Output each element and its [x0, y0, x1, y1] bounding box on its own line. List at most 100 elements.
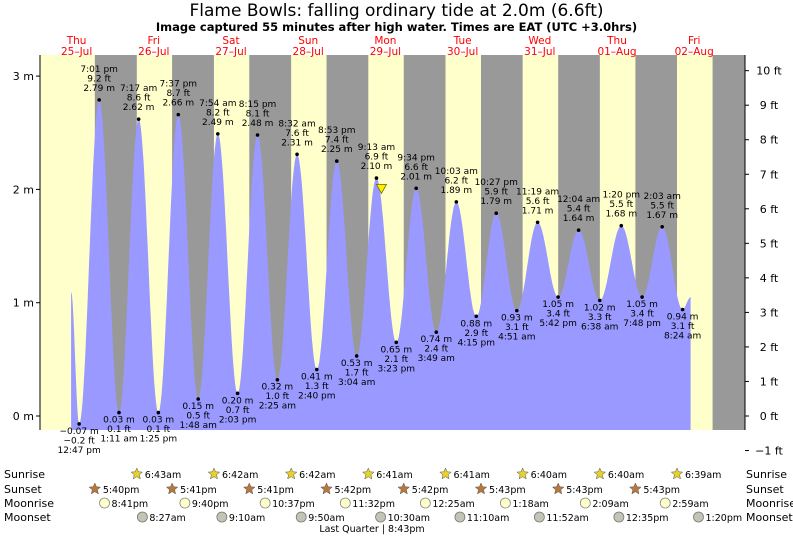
right-tick-label: 1 ft	[760, 375, 779, 388]
tide-extreme-dot	[156, 410, 161, 415]
day-name-label: Sun	[298, 35, 318, 47]
tide-extreme-dot	[394, 340, 399, 345]
tide-label-line: −0.2 ft	[63, 436, 95, 446]
sunrise-time: 6:42am	[222, 470, 258, 481]
tide-label-line: 0.41 m	[301, 373, 333, 383]
tide-label-line: −0.07 m	[60, 427, 99, 437]
chart-title: Flame Bowls: falling ordinary tide at 2.…	[189, 1, 604, 21]
tide-label-line: 8.2 ft	[206, 108, 230, 118]
moonset-time: 10:30am	[388, 513, 430, 524]
tide-label-line: 0.03 m	[103, 416, 135, 426]
tide-extreme-dot	[576, 228, 581, 232]
day-labels: Thu25–JulFri26–JulSat27–JulSun28–JulMon2…	[61, 35, 714, 58]
tide-label-line: 8:32 am	[278, 119, 315, 129]
day-date-label: 28–Jul	[293, 46, 324, 58]
day-name-label: Sat	[222, 35, 239, 47]
tide-extreme-dot	[136, 117, 141, 121]
tide-label-line: 3.4 ft	[546, 310, 570, 320]
sunset-icon	[397, 482, 411, 495]
sunrise-row-label-left: Sunrise	[4, 468, 45, 481]
moonrise-time: 9:40pm	[192, 499, 229, 510]
tide-extreme-dot	[255, 133, 260, 137]
tide-label-line: 5.5 ft	[609, 200, 633, 210]
moonrise-time: 10:37pm	[272, 499, 315, 510]
left-tick-label: 1 m	[13, 297, 34, 310]
moonset-icon	[454, 511, 466, 523]
sunrise-icon	[207, 467, 221, 480]
tide-label-line: 7:01 pm	[80, 65, 118, 75]
tide-label-line: 2.49 m	[202, 118, 234, 128]
sunset-time: 5:41pm	[180, 485, 217, 496]
tide-label-line: 7:48 pm	[623, 319, 661, 329]
day-date-label: 26–Jul	[138, 46, 169, 58]
tide-extreme-dot	[97, 98, 101, 102]
right-tick-label: 0 ft	[760, 410, 779, 423]
tide-extreme-dot	[660, 224, 664, 229]
sunrise-icon	[593, 467, 607, 480]
sunrise-time: 6:39am	[685, 470, 721, 481]
tide-label-line: 2.66 m	[162, 99, 194, 109]
tide-label-line: 3.1 ft	[505, 323, 529, 333]
moonset-icon	[533, 511, 545, 523]
tide-label-line: 2:25 am	[259, 402, 296, 412]
tide-label-line: 0.5 ft	[186, 412, 210, 422]
tide-extreme-dot	[176, 112, 181, 117]
moonset-time: 12:35pm	[626, 513, 669, 524]
sunset-time: 5:41pm	[257, 485, 294, 496]
left-tick-label: 0 m	[13, 410, 34, 423]
tide-label-line: 2:03 am	[644, 192, 681, 202]
tide-label-line: 2.48 m	[242, 119, 274, 129]
sunrise-time: 6:43am	[145, 470, 181, 481]
tide-label-line: 8.6 ft	[127, 94, 151, 104]
tide-label-line: 1.68 m	[605, 210, 637, 220]
tide-label-line: 0.53 m	[341, 359, 373, 369]
tide-label-line: 0.20 m	[222, 396, 254, 406]
moonset-icon	[613, 511, 625, 523]
sunrise-time: 6:41am	[376, 470, 412, 481]
tide-label-line: 8:24 am	[664, 331, 701, 341]
tide-curve	[71, 99, 691, 431]
day-name-label: Thu	[606, 35, 627, 47]
tide-extreme-dot	[334, 159, 339, 163]
sunset-time: 5:43pm	[566, 485, 603, 496]
tide-label-line: 11:19 am	[516, 187, 559, 197]
moonrise-time: 12:25am	[432, 499, 474, 510]
tide-label-line: 0.1 ft	[146, 425, 170, 435]
sunset-icon	[320, 482, 333, 495]
sunset-icon	[88, 482, 102, 495]
day-name-label: Fri	[148, 35, 161, 47]
right-tick-label: 9 ft	[760, 99, 779, 112]
tide-label-line: 8:53 pm	[318, 126, 356, 136]
sunrise-icon	[130, 467, 144, 480]
sunrise-icon	[361, 467, 375, 480]
left-tick-label: 2 m	[13, 183, 34, 196]
tide-label-line: 5.6 ft	[526, 197, 550, 207]
moonrise-icon	[419, 497, 431, 509]
tide-label-line: 1.0 ft	[266, 392, 290, 402]
moonrise-row-label-right: Moonrise	[746, 497, 793, 510]
right-tick-label: 5 ft	[760, 237, 779, 250]
tide-label-line: 5.9 ft	[484, 188, 508, 198]
tide-label-line: 0.7 ft	[226, 406, 250, 416]
tide-label-line: 0.15 m	[182, 402, 214, 412]
tide-label-line: 0.03 m	[143, 416, 175, 426]
tide-extreme-dot	[414, 186, 418, 191]
sunset-row-label-right: Sunset	[746, 483, 784, 496]
moonset-time: 1:20pm	[705, 513, 742, 524]
current-level-marker-icon	[375, 183, 388, 195]
tide-label-line: 1:20 pm	[603, 191, 641, 201]
tide-extreme-dot	[515, 308, 519, 313]
tide-label-line: 0.32 m	[262, 383, 294, 393]
tide-extreme-dot	[434, 330, 439, 334]
tide-label-line: 7:37 pm	[160, 80, 198, 90]
tide-label-line: 8.7 ft	[166, 89, 190, 99]
tide-label-line: 6.6 ft	[404, 163, 428, 173]
moonset-icon	[136, 511, 148, 523]
right-tick-label: 2 ft	[760, 341, 779, 354]
day-name-label: Thu	[66, 35, 87, 47]
right-tick-label: 3 ft	[760, 306, 779, 319]
tide-extreme-dot	[216, 132, 220, 136]
moonrise-icon	[579, 497, 591, 509]
tide-label-line: 4:15 pm	[457, 338, 495, 348]
sunset-time: 5:42pm	[412, 485, 449, 496]
